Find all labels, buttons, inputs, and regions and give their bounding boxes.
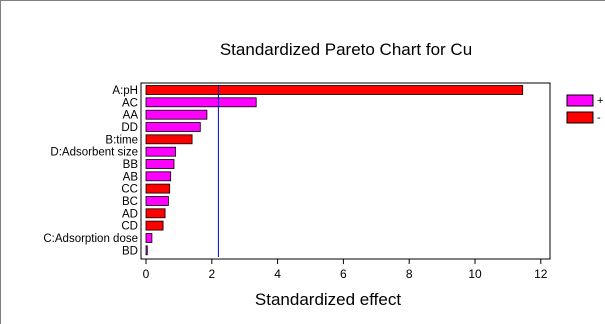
bar-bd bbox=[145, 245, 148, 256]
legend: + - bbox=[566, 94, 603, 124]
category-label-dd: DD bbox=[121, 122, 138, 134]
x-tick-label-12: 12 bbox=[534, 267, 548, 281]
bar-ad bbox=[145, 208, 166, 219]
x-tick-label-2: 2 bbox=[208, 267, 215, 281]
category-label-ad: AD bbox=[122, 208, 138, 220]
bar-cd bbox=[145, 220, 164, 231]
x-axis-label: Standardized effect bbox=[255, 290, 401, 309]
legend-label-negative: - bbox=[597, 112, 601, 124]
category-label-aa: AA bbox=[123, 110, 139, 122]
x-tick-label-10: 10 bbox=[468, 267, 482, 281]
bar-b-time bbox=[145, 134, 193, 145]
bar-ac bbox=[145, 97, 257, 108]
category-label-cd: CD bbox=[121, 221, 138, 233]
bar-ab bbox=[145, 171, 172, 182]
chart-title: Standardized Pareto Chart for Cu bbox=[220, 40, 472, 59]
category-label-cc: CC bbox=[121, 184, 138, 196]
x-tick-label-6: 6 bbox=[340, 267, 347, 281]
x-tick-label-8: 8 bbox=[406, 267, 413, 281]
bar-bb bbox=[145, 159, 175, 169]
bar-a-ph bbox=[145, 85, 524, 95]
legend-swatch-negative bbox=[566, 111, 594, 124]
bar-dd bbox=[145, 122, 201, 132]
plot-area bbox=[140, 82, 551, 260]
bar-cc bbox=[145, 183, 171, 194]
category-label-c-adsorption-dose: C:Adsorption dose bbox=[43, 233, 138, 245]
legend-label-positive: + bbox=[597, 95, 603, 107]
x-tick-label-4: 4 bbox=[274, 267, 281, 281]
bar-c-adsorption-dose bbox=[145, 233, 153, 243]
category-label-bd: BD bbox=[122, 245, 138, 257]
category-label-ac: AC bbox=[122, 97, 138, 109]
bars bbox=[145, 85, 524, 256]
category-label-b-time: B:time bbox=[105, 134, 138, 146]
x-tick-label-0: 0 bbox=[143, 267, 150, 281]
category-label-ab: AB bbox=[123, 171, 139, 183]
legend-swatch-positive bbox=[566, 94, 594, 107]
category-label-d-adsorbent-size: D:Adsorbent size bbox=[50, 147, 138, 159]
bar-bc bbox=[145, 196, 169, 206]
bar-aa bbox=[145, 109, 208, 120]
category-label-a-ph: A:pH bbox=[112, 85, 138, 97]
x-axis-ticks: 0 2 4 6 8 10 12 bbox=[143, 259, 548, 281]
category-label-bb: BB bbox=[123, 159, 139, 171]
bar-d-adsorbent-size bbox=[145, 146, 177, 157]
category-label-bc: BC bbox=[122, 196, 138, 208]
